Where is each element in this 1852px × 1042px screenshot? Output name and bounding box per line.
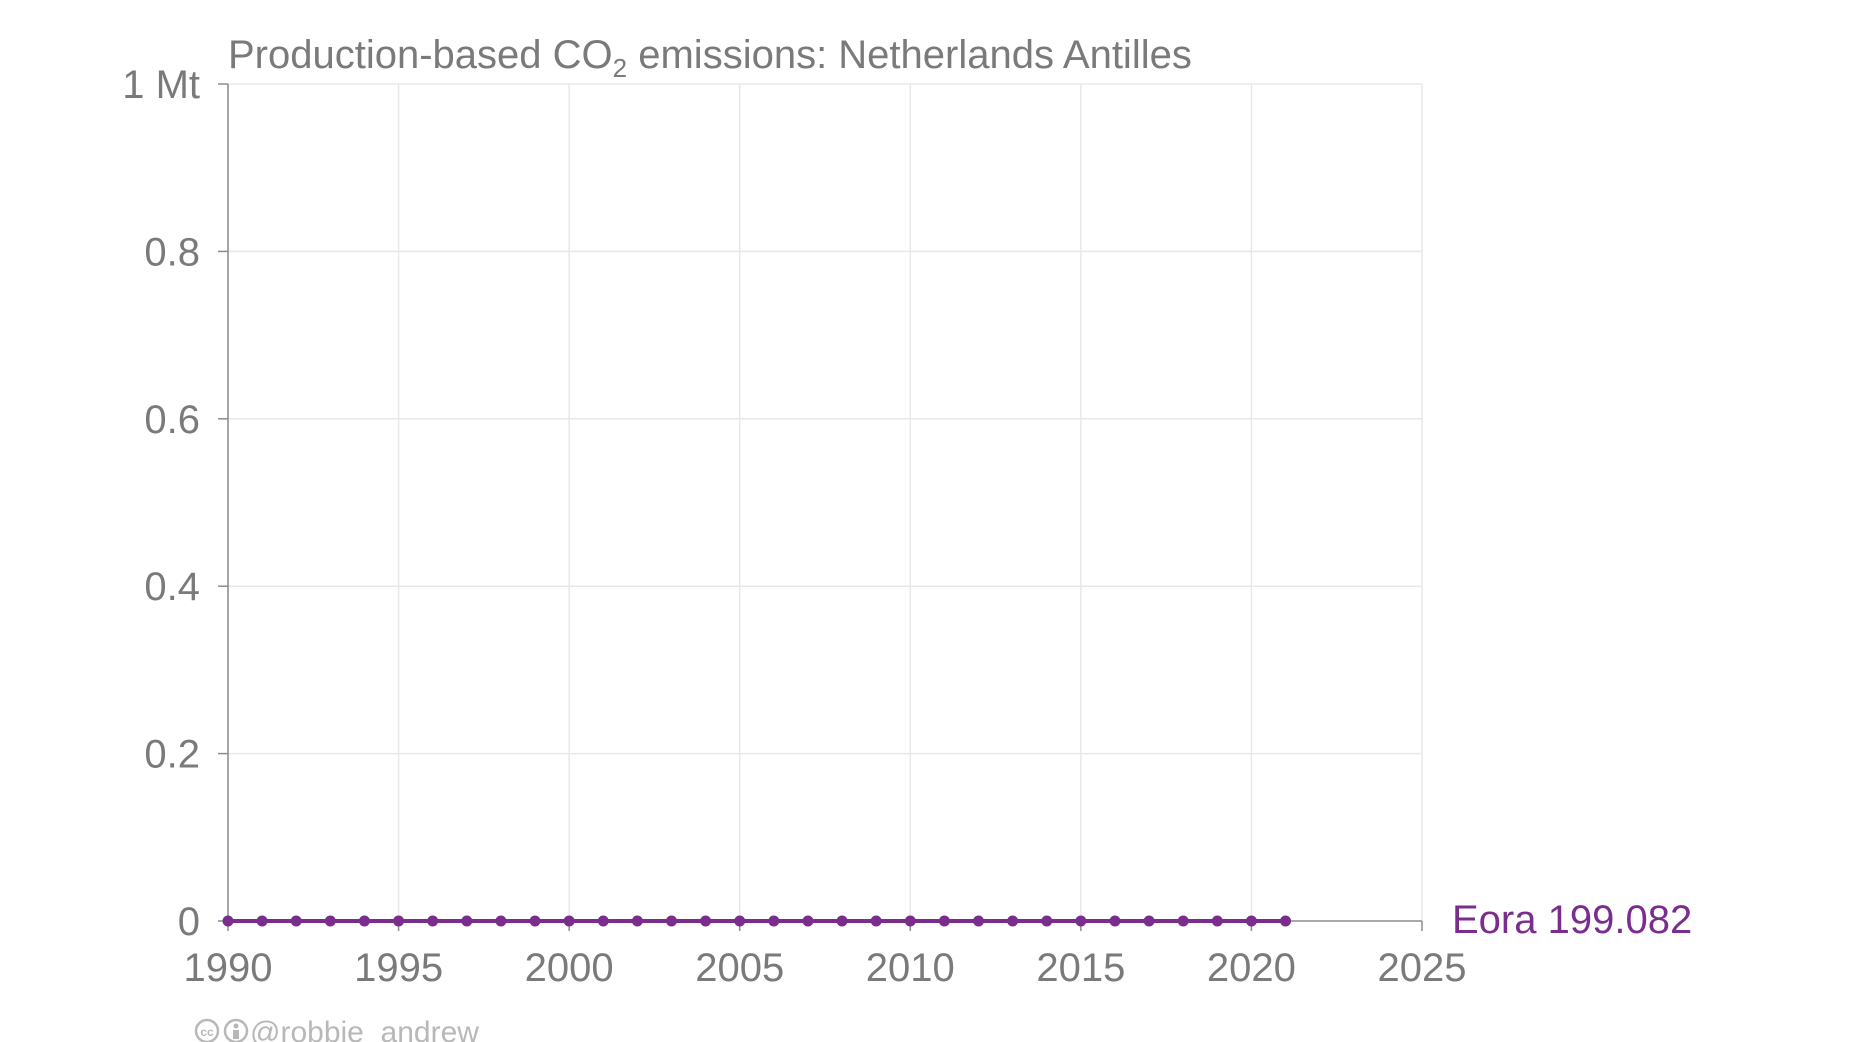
data-point <box>529 915 541 927</box>
data-point <box>870 915 882 927</box>
x-tick-label: 2000 <box>525 946 614 990</box>
y-tick-label: 1 Mt <box>122 63 200 107</box>
x-tick-label: 1990 <box>184 946 273 990</box>
data-point <box>461 915 473 927</box>
data-point <box>904 915 916 927</box>
y-tick-label: 0 <box>178 900 200 944</box>
data-point <box>597 915 609 927</box>
data-point <box>768 915 780 927</box>
x-tick-label: 2005 <box>695 946 784 990</box>
series-eora <box>222 915 1292 927</box>
data-point <box>1280 915 1292 927</box>
gridlines <box>227 83 1423 921</box>
series-end-label: Eora 199.082 <box>1452 898 1692 942</box>
data-point <box>1007 915 1019 927</box>
data-point <box>1177 915 1189 927</box>
x-tick-label: 2025 <box>1378 946 1467 990</box>
x-tick-label: 2020 <box>1207 946 1296 990</box>
labels: 1990 1995 2000 2005 2010 2015 2020 2025 0 0.2 0.4 0… <box>122 63 1692 990</box>
data-point <box>563 915 575 927</box>
cc-icon: cc <box>194 1018 220 1042</box>
data-point <box>256 915 268 927</box>
x-tick-label: 1995 <box>354 946 443 990</box>
data-point <box>1041 915 1053 927</box>
y-tick-label: 0.4 <box>144 565 200 609</box>
data-point <box>802 915 814 927</box>
data-point <box>1245 915 1257 927</box>
x-tick-label: 2010 <box>866 946 955 990</box>
credit-handle: @robbie_andrew <box>250 1016 479 1042</box>
data-point <box>393 915 405 927</box>
x-tick-label: 2015 <box>1036 946 1125 990</box>
credit: cc @robbie_andrew <box>194 1016 479 1042</box>
data-point <box>324 915 336 927</box>
data-point <box>938 915 950 927</box>
chart-title-subscript: 2 <box>613 53 627 83</box>
y-tick-label: 0.6 <box>144 398 200 442</box>
chart-title-suffix: emissions: Netherlands Antilles <box>627 33 1192 77</box>
svg-text:cc: cc <box>200 1025 214 1039</box>
data-point <box>665 915 677 927</box>
series-layer <box>222 915 1292 927</box>
attribution-icon <box>223 1018 249 1042</box>
data-point <box>358 915 370 927</box>
y-tick-label: 0.2 <box>144 733 200 777</box>
data-point <box>1143 915 1155 927</box>
data-point <box>290 915 302 927</box>
data-point <box>973 915 985 927</box>
data-point <box>427 915 439 927</box>
data-point <box>1211 915 1223 927</box>
y-tick-label: 0.8 <box>144 230 200 274</box>
data-point <box>495 915 507 927</box>
data-point <box>1109 915 1121 927</box>
chart-title: Production-based CO2 emissions: Netherla… <box>228 33 1192 83</box>
chart-title-prefix: Production-based CO <box>228 33 613 77</box>
data-point <box>700 915 712 927</box>
data-point <box>734 915 746 927</box>
data-point <box>222 915 234 927</box>
data-point <box>1075 915 1087 927</box>
data-point <box>836 915 848 927</box>
data-point <box>631 915 643 927</box>
